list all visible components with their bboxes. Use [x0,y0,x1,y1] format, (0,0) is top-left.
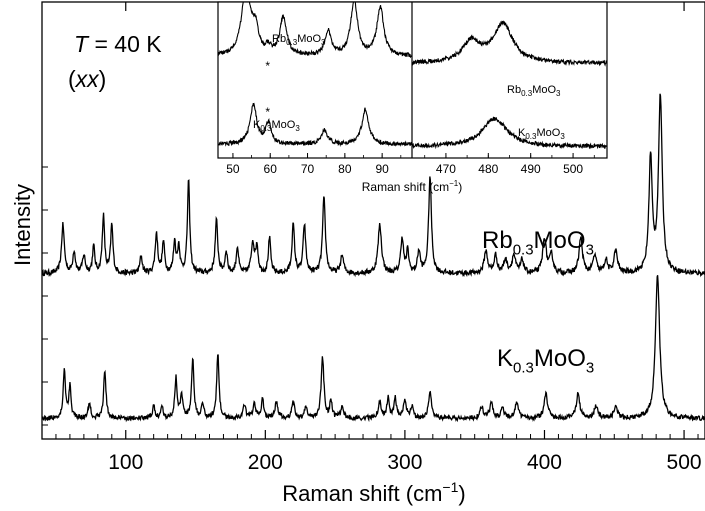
inset-x-tick-label: 60 [264,162,278,176]
inset-x-tick-label: 480 [478,162,498,176]
inset-asterisk: * [265,105,270,119]
inset-series-line [412,116,607,150]
x-tick-label: 400 [527,451,562,474]
y-axis-label: Intensity [10,184,35,266]
inset-series-label: Rb0.3MoO3 [507,84,561,98]
inset-series-line [412,20,607,67]
series-k-label: K0.3MoO3 [497,345,594,377]
inset-series-line [218,2,412,59]
x-tick-label: 500 [667,451,702,474]
inset-x-tick-label: 80 [338,162,352,176]
main-plot: 100 200 300 400 500 Raman shift (cm−1) Intensi… [10,1,705,506]
inset-x-tick-label: 90 [375,162,389,176]
inset-series-label: Rb0.3MoO3 [272,33,326,47]
x-axis-label: Raman shift (cm−1) [282,479,465,506]
inset-series-label: K0.3MoO3 [518,127,565,141]
x-tick-label: 100 [108,451,143,474]
temperature-annotation: T = 40 K [74,31,162,57]
polarization-annotation: (xx) [68,66,106,92]
inset-x-tick-label: 490 [521,162,541,176]
series-k-line [42,275,705,423]
inset-x-tick-label: 70 [301,162,315,176]
series-rb-label: Rb0.3MoO3 [482,227,594,259]
inset-x-tick-label: 50 [226,162,240,176]
x-tick-label: 200 [248,451,283,474]
inset-x-tick-label: 500 [563,162,583,176]
inset-asterisk: * [265,59,270,73]
inset-series-line [218,102,412,147]
series-rb-line [42,93,705,278]
inset-x-tick-label: 470 [436,162,456,176]
x-tick-label: 300 [387,451,422,474]
inset-x-axis-label: Raman shift (cm−1) [362,179,462,194]
inset-series-label: K0.3MoO3 [253,119,300,133]
